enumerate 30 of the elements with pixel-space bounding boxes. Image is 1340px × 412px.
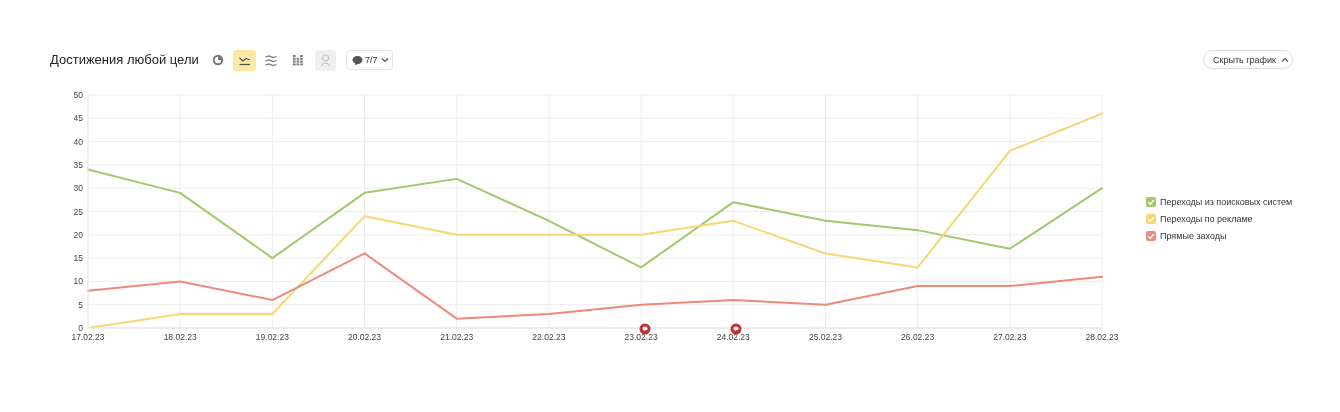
x-tick-label: 28.02.23: [1085, 332, 1119, 343]
y-tick-label: 0: [78, 323, 84, 334]
y-tick-label: 30: [73, 183, 84, 194]
y-tick-label: 25: [73, 206, 84, 217]
x-tick-label: 19.02.23: [255, 332, 290, 343]
x-tick-label: 18.02.23: [163, 332, 197, 343]
legend-label: Прямые заходы: [1160, 230, 1227, 242]
x-tick-label: 26.02.23: [901, 332, 935, 343]
x-tick-label: 20.02.23: [348, 332, 382, 343]
x-tick-label: 21.02.23: [440, 332, 474, 343]
chart-title: Достижения любой цели: [50, 52, 199, 67]
y-tick-label: 20: [73, 229, 84, 240]
x-tick-label: 27.02.23: [993, 332, 1027, 343]
y-tick-label: 15: [73, 253, 84, 264]
legend-label: Переходы по рекламе: [1160, 213, 1253, 225]
x-tick-label: 25.02.23: [808, 332, 843, 343]
legend-label: Переходы из поисковых систем: [1160, 196, 1293, 208]
y-tick-label: 50: [73, 90, 84, 101]
y-tick-label: 35: [73, 159, 84, 170]
x-tick-label: 23.02.23: [624, 332, 658, 343]
x-tick-label: 24.02.23: [716, 332, 751, 343]
y-tick-label: 45: [73, 113, 84, 124]
y-tick-label: 5: [78, 299, 84, 310]
line-series: [87, 168, 1103, 269]
y-tick-label: 40: [73, 136, 84, 147]
x-tick-label: 22.02.23: [532, 332, 566, 343]
x-tick-label: 17.02.23: [71, 332, 105, 343]
y-tick-label: 10: [73, 276, 84, 287]
dropdown: 7/7: [346, 50, 393, 70]
line-series: [87, 252, 1103, 320]
